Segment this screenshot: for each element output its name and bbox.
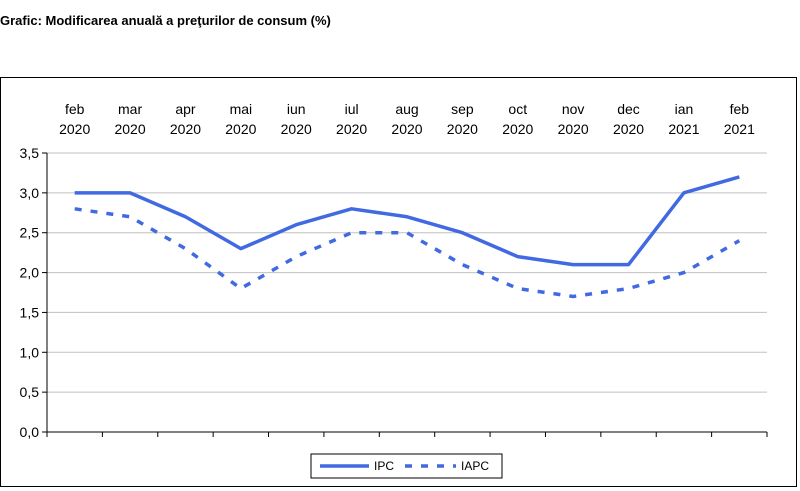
y-tick-label: 2,0 — [20, 265, 40, 281]
legend: IPC IAPC — [310, 453, 503, 479]
y-tick-labels: 0,0 0,5 1,0 1,5 2,0 2,5 3,0 3,5 — [20, 145, 40, 440]
x-tick-label-year: 2020 — [502, 121, 533, 137]
x-tick-label-year: 2020 — [558, 121, 589, 137]
x-tick-label-year: 2020 — [281, 121, 312, 137]
y-tick-label: 1,0 — [20, 344, 40, 360]
x-tick-label-month: sep — [451, 101, 474, 117]
x-tick-label-year: 2020 — [391, 121, 422, 137]
series-line-ipc — [74, 175, 740, 267]
legend-label-iapc: IAPC — [461, 459, 489, 473]
x-tick-label-year: 2020 — [59, 121, 90, 137]
chart-title: Grafic: Modificarea anuală a preţurilor … — [0, 13, 331, 28]
gridlines — [47, 152, 767, 393]
x-tick-label-month: ian — [675, 101, 694, 117]
x-tick-label-month: iul — [345, 101, 359, 117]
y-tick-label: 0,0 — [20, 424, 40, 440]
x-tick-label-year: 2021 — [668, 121, 699, 137]
x-tick-label-year: 2020 — [170, 121, 201, 137]
chart-frame — [0, 77, 797, 487]
x-tick-label-year: 2020 — [225, 121, 256, 137]
y-tick-label: 2,5 — [20, 225, 40, 241]
x-tick-label-month: iun — [287, 101, 306, 117]
x-tick-label-year: 2020 — [114, 121, 145, 137]
x-tick-label-year: 2020 — [336, 121, 367, 137]
y-tick-label: 1,5 — [20, 304, 40, 320]
series-lines — [74, 175, 741, 299]
y-tick-label: 3,5 — [20, 145, 40, 161]
x-tick-label-month: feb — [65, 101, 85, 117]
y-tick-label: 3,0 — [20, 185, 40, 201]
x-tick-label-month: mai — [230, 101, 253, 117]
y-tick-label: 0,5 — [20, 384, 40, 400]
x-tick-label-year: 2020 — [447, 121, 478, 137]
x-tick-label-month: dec — [617, 101, 640, 117]
x-tick-label-month: nov — [562, 101, 585, 117]
x-tick-label-month: mar — [118, 101, 142, 117]
x-tick-label-year: 2020 — [613, 121, 644, 137]
x-tick-label-month: feb — [730, 101, 750, 117]
x-tick-label-year: 2021 — [724, 121, 755, 137]
x-tick-labels: feb 2020 mar 2020 apr 2020 mai 2020 iun 2020 iul 20… — [59, 101, 755, 137]
axes — [42, 152, 768, 437]
x-tick-label-month: oct — [508, 101, 527, 117]
x-tick-label-month: apr — [175, 101, 196, 117]
legend-label-ipc: IPC — [374, 459, 394, 473]
x-tick-label-month: aug — [395, 101, 418, 117]
